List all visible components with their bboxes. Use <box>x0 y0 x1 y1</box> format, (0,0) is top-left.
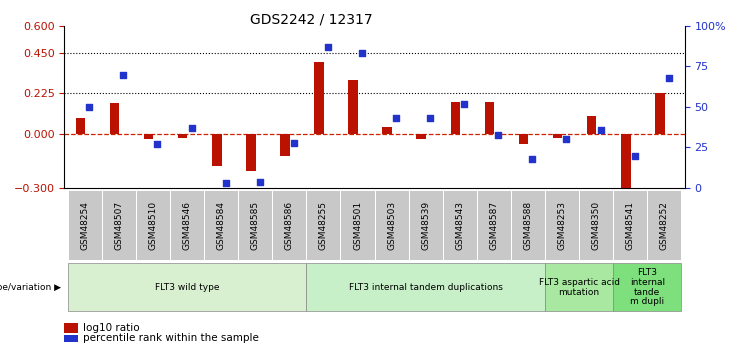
Point <box>118 72 130 77</box>
Text: GSM48541: GSM48541 <box>625 200 634 250</box>
Bar <box>273 190 307 260</box>
Bar <box>307 263 545 311</box>
Point <box>220 180 232 186</box>
Point <box>560 137 572 142</box>
Bar <box>519 134 528 144</box>
Text: GDS2242 / 12317: GDS2242 / 12317 <box>250 12 373 26</box>
Point <box>356 51 368 56</box>
Text: FLT3
internal
tande
m dupli: FLT3 internal tande m dupli <box>630 268 665 306</box>
Bar <box>212 134 222 166</box>
Bar <box>314 62 324 134</box>
Point <box>288 140 300 145</box>
Text: FLT3 wild type: FLT3 wild type <box>155 283 219 292</box>
Bar <box>579 190 613 260</box>
Text: percentile rank within the sample: percentile rank within the sample <box>83 333 259 343</box>
Text: GSM48350: GSM48350 <box>591 200 601 250</box>
Text: GSM48253: GSM48253 <box>557 200 567 250</box>
Bar <box>375 190 408 260</box>
Text: GSM48539: GSM48539 <box>421 200 431 250</box>
Text: GSM48252: GSM48252 <box>659 201 668 249</box>
Point <box>186 125 198 131</box>
Text: GSM48585: GSM48585 <box>250 200 260 250</box>
Bar <box>587 116 597 134</box>
Bar <box>382 127 392 134</box>
Text: GSM48510: GSM48510 <box>148 200 158 250</box>
Bar <box>416 134 426 139</box>
Point <box>526 156 538 161</box>
Bar <box>68 263 307 311</box>
Text: FLT3 internal tandem duplications: FLT3 internal tandem duplications <box>349 283 502 292</box>
Bar <box>205 190 239 260</box>
Bar <box>613 190 647 260</box>
Bar <box>476 190 511 260</box>
Bar <box>144 134 153 139</box>
Text: genotype/variation ▶: genotype/variation ▶ <box>0 283 61 292</box>
Text: FLT3 aspartic acid
mutation: FLT3 aspartic acid mutation <box>539 278 619 297</box>
Bar <box>621 134 631 197</box>
Point <box>390 116 402 121</box>
Bar <box>613 263 681 311</box>
Text: GSM48507: GSM48507 <box>115 200 124 250</box>
Text: GSM48254: GSM48254 <box>81 201 90 249</box>
Text: GSM48588: GSM48588 <box>523 200 533 250</box>
Text: log10 ratio: log10 ratio <box>83 323 139 333</box>
Text: GSM48501: GSM48501 <box>353 200 362 250</box>
Bar <box>246 134 256 171</box>
Bar <box>307 190 341 260</box>
Bar <box>76 118 85 134</box>
Text: GSM48255: GSM48255 <box>319 200 328 250</box>
Bar <box>110 104 119 134</box>
Text: GSM48546: GSM48546 <box>182 200 192 250</box>
Point <box>152 141 164 147</box>
Bar <box>485 102 494 134</box>
Bar <box>348 80 358 134</box>
Point <box>424 116 436 121</box>
Bar <box>68 190 102 260</box>
Text: GSM48584: GSM48584 <box>216 200 226 250</box>
Bar <box>341 190 375 260</box>
Bar <box>280 134 290 156</box>
Text: GSM48503: GSM48503 <box>387 200 396 250</box>
Text: GSM48543: GSM48543 <box>455 200 465 250</box>
Bar <box>102 190 136 260</box>
Point <box>594 127 606 132</box>
Bar <box>239 190 273 260</box>
Bar <box>170 190 205 260</box>
Bar <box>647 190 681 260</box>
Bar <box>545 263 613 311</box>
Point <box>458 101 470 107</box>
Bar <box>408 190 442 260</box>
Point <box>254 179 266 184</box>
Bar <box>451 101 460 134</box>
Bar <box>655 93 665 134</box>
Bar <box>511 190 545 260</box>
Bar <box>136 190 170 260</box>
Point <box>84 104 96 110</box>
Point <box>322 44 333 50</box>
Bar <box>545 190 579 260</box>
Text: GSM48587: GSM48587 <box>489 200 499 250</box>
Text: GSM48586: GSM48586 <box>285 200 294 250</box>
Point <box>628 153 640 158</box>
Bar <box>178 134 187 138</box>
Point <box>492 132 504 137</box>
Bar <box>553 134 562 138</box>
Point <box>662 75 674 80</box>
Bar <box>442 190 476 260</box>
